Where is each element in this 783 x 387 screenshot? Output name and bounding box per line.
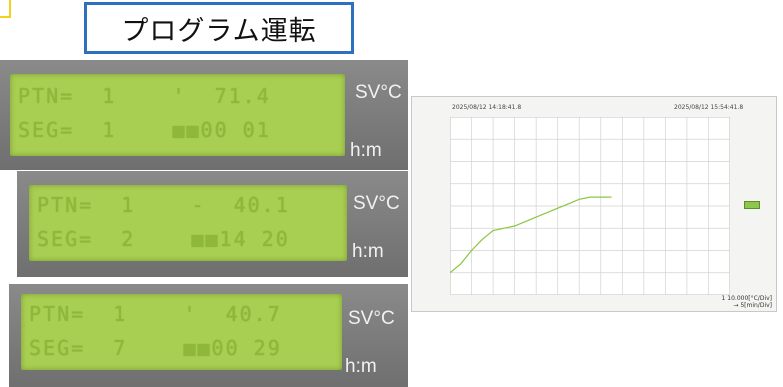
display-panel-3: PTN= 1 ' 40.7 SEG= 7 ■■00 29 SV°C h:m bbox=[9, 284, 408, 387]
yellow-corner-mark bbox=[0, 0, 11, 18]
unit-hm-3: h:m bbox=[345, 356, 377, 377]
display-panel-1: PTN= 1 ' 71.4 SEG= 1 ■■00 01 SV°C h:m bbox=[0, 60, 408, 170]
scale-temperature: 1 10.000[°C/Div] bbox=[721, 295, 772, 302]
lcd-screen-3: PTN= 1 ' 40.7 SEG= 7 ■■00 29 bbox=[21, 294, 342, 370]
unit-sv-1: SV°C bbox=[355, 82, 402, 103]
recorder-scale: 1 10.000[°C/Div] → 5[min/Div] bbox=[712, 295, 772, 309]
display-panel-2: PTN= 1 - 40.1 SEG= 2 ■■14 20 SV°C h:m bbox=[17, 171, 408, 277]
lcd-3-line-1: PTN= 1 ' 40.7 bbox=[29, 302, 282, 326]
page-title-text: プログラム運転 bbox=[121, 15, 317, 47]
lcd-screen-1: PTN= 1 ' 71.4 SEG= 1 ■■00 01 bbox=[10, 74, 345, 156]
trend-plot bbox=[450, 117, 730, 295]
recorder-start-time: 2025/08/12 14:18:41.8 bbox=[452, 104, 522, 111]
series-line-1 bbox=[450, 196, 612, 274]
lcd-2-line-2: SEG= 2 ■■14 20 bbox=[37, 227, 290, 251]
current-value-marker bbox=[744, 201, 760, 209]
series-layer bbox=[450, 196, 612, 274]
trend-recorder: 2025/08/12 14:18:41.8 2025/08/12 15:54:4… bbox=[411, 96, 777, 312]
unit-sv-3: SV°C bbox=[348, 308, 395, 329]
lcd-1-line-2: SEG= 1 ■■00 01 bbox=[18, 118, 271, 142]
lcd-3-line-2: SEG= 7 ■■00 29 bbox=[29, 336, 282, 360]
page-title: プログラム運転 bbox=[84, 2, 354, 54]
plot-grid bbox=[450, 117, 730, 295]
recorder-end-time: 2025/08/12 15:54:41.8 bbox=[674, 104, 744, 111]
unit-hm-1: h:m bbox=[350, 140, 382, 161]
lcd-screen-2: PTN= 1 - 40.1 SEG= 2 ■■14 20 bbox=[29, 185, 347, 261]
scale-time: → 5[min/Div] bbox=[733, 302, 772, 309]
lcd-1-line-1: PTN= 1 ' 71.4 bbox=[18, 84, 271, 108]
unit-sv-2: SV°C bbox=[353, 193, 400, 214]
lcd-2-line-1: PTN= 1 - 40.1 bbox=[37, 193, 290, 217]
unit-hm-2: h:m bbox=[352, 241, 384, 262]
